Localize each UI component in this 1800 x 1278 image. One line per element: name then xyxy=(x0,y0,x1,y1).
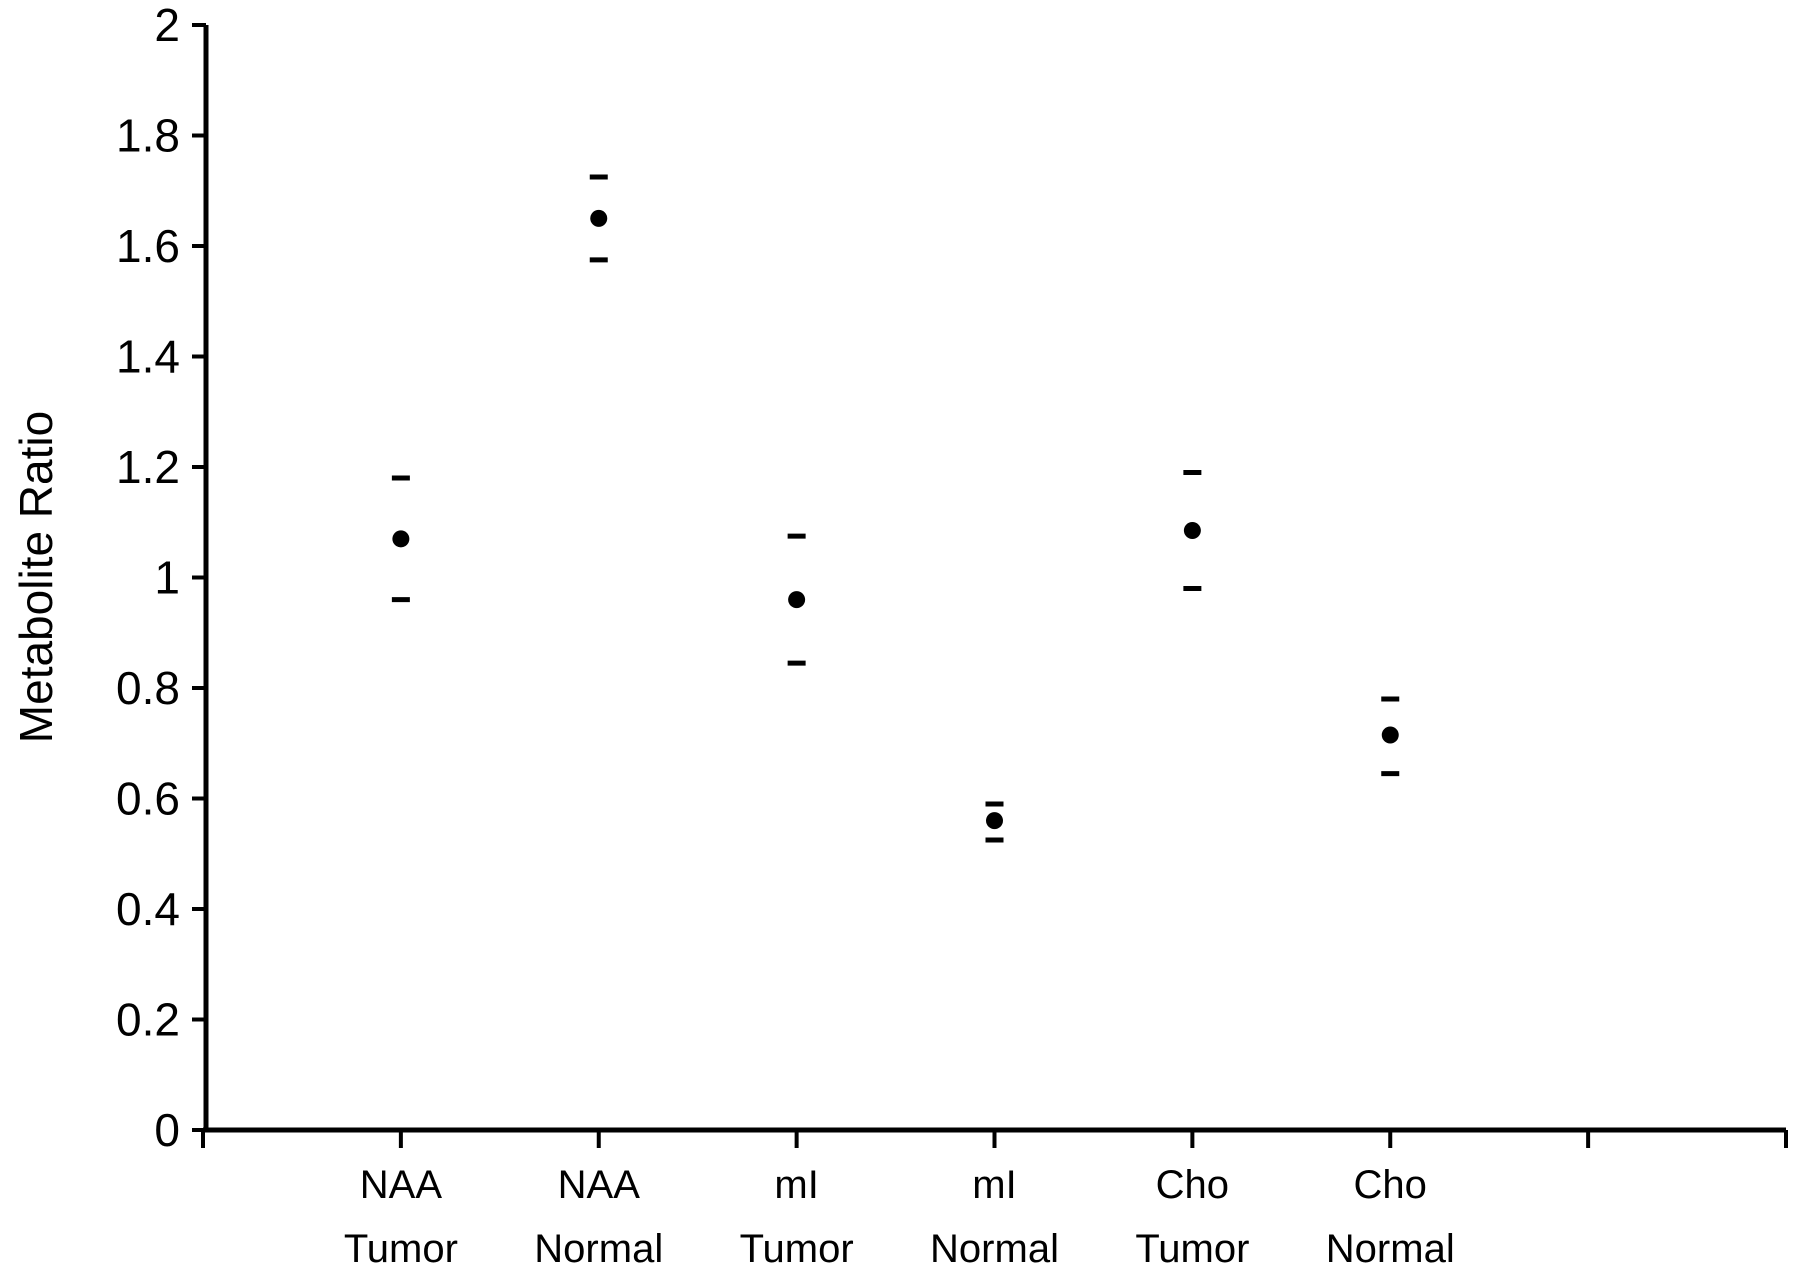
y-tick-label: 1.6 xyxy=(116,220,180,272)
data-point xyxy=(392,530,410,548)
y-tick-label: 1 xyxy=(154,552,180,604)
x-category-label-line2: Tumor xyxy=(1135,1227,1249,1271)
data-point xyxy=(1381,726,1399,744)
x-category-label-line2: Tumor xyxy=(344,1227,458,1271)
x-category-label-line2: Normal xyxy=(1326,1227,1455,1271)
y-tick-label: 0.4 xyxy=(116,883,180,935)
y-tick-label: 0.8 xyxy=(116,662,180,714)
x-category-label-line1: mI xyxy=(774,1163,818,1207)
y-tick-label: 1.2 xyxy=(116,441,180,493)
data-point xyxy=(986,812,1003,830)
x-ticks: NAA Tumor NAA Normal mI Tumor mI Normal Cho Tumor… xyxy=(201,1130,1788,1271)
y-tick-label: 2 xyxy=(154,0,180,51)
x-category-label-line1: NAA xyxy=(558,1163,641,1207)
y-tick-label: 1.8 xyxy=(116,110,180,162)
y-tick-label: 0.2 xyxy=(116,994,180,1046)
data-point xyxy=(1183,522,1201,540)
y-ticks: 0 0.2 0.4 0.6 0.8 1 1.2 1.4 1.6 1.8 2 xyxy=(116,0,206,1156)
x-category-label-line2: Normal xyxy=(534,1227,663,1271)
y-tick-label: 0 xyxy=(154,1104,180,1156)
x-category-label-line1: NAA xyxy=(360,1163,443,1207)
axes xyxy=(203,25,1786,1133)
x-category-label-line1: mI xyxy=(972,1163,1016,1207)
data-point xyxy=(590,209,608,227)
data-point xyxy=(788,591,806,609)
y-tick-label: 1.4 xyxy=(116,331,180,383)
data-series xyxy=(391,174,1400,843)
y-tick-label: 0.6 xyxy=(116,773,180,825)
x-category-label-line1: Cho xyxy=(1156,1163,1229,1207)
y-axis-title: Metabolite Ratio xyxy=(10,411,62,743)
x-category-label-line2: Normal xyxy=(930,1227,1059,1271)
x-category-label-line1: Cho xyxy=(1354,1163,1427,1207)
x-category-label-line2: Tumor xyxy=(740,1227,854,1271)
